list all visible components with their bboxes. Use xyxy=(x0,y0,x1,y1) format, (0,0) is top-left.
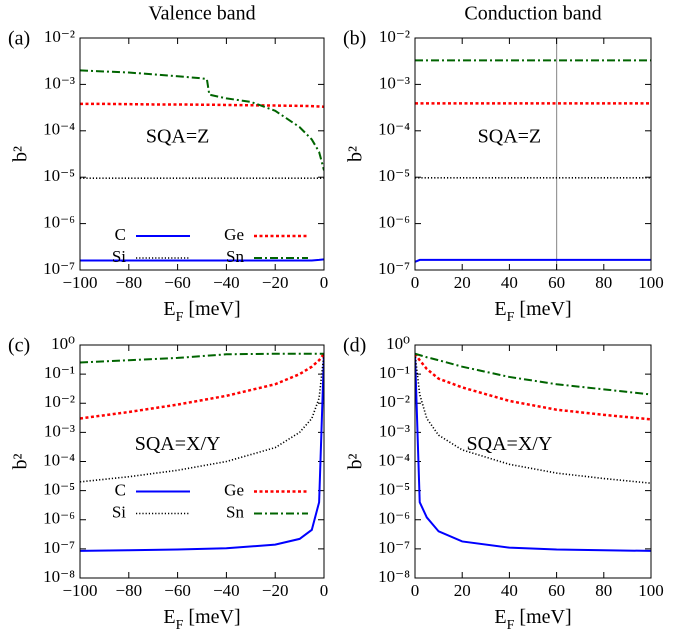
panel-label: (c) xyxy=(8,335,30,357)
y-tick-label: 10⁻⁴ xyxy=(378,120,410,139)
y-tick-label: 10⁻² xyxy=(44,392,75,411)
y-tick-label: 10⁻⁵ xyxy=(378,166,410,185)
x-axis-label: EF [meV] xyxy=(494,298,571,325)
series-line xyxy=(80,69,324,171)
x-tick-label: −40 xyxy=(213,273,240,292)
x-tick-label: −20 xyxy=(262,273,289,292)
legend-label: Sn xyxy=(226,502,244,521)
legend-label: Ge xyxy=(224,225,244,244)
x-tick-label: −80 xyxy=(116,581,143,600)
y-tick-label: 10⁻² xyxy=(379,392,410,411)
x-axis-label: EF [meV] xyxy=(163,298,240,325)
series-line xyxy=(415,353,651,484)
x-tick-label: −20 xyxy=(262,581,289,600)
x-tick-label: −40 xyxy=(213,581,240,600)
y-tick-label: 10⁻⁶ xyxy=(378,213,410,232)
series-line xyxy=(415,352,651,396)
y-tick-label: 10⁻⁸ xyxy=(378,567,410,586)
plot-frame xyxy=(79,344,325,579)
plot-frame xyxy=(414,344,652,579)
y-tick-label: 10⁻⁵ xyxy=(43,480,75,499)
plot-frame xyxy=(79,37,325,271)
x-tick-label: 20 xyxy=(454,273,471,292)
series-line xyxy=(80,353,324,552)
x-tick-label: 100 xyxy=(638,273,664,292)
x-tick-label: 100 xyxy=(638,581,664,600)
series-line xyxy=(80,353,324,420)
x-tick-label: 80 xyxy=(595,273,612,292)
panel-label: (d) xyxy=(343,335,366,357)
y-tick-label: 10⁻⁷ xyxy=(378,538,410,557)
x-tick-label: 80 xyxy=(595,581,612,600)
y-tick-label: 10⁻⁴ xyxy=(43,120,75,139)
x-tick-label: 60 xyxy=(548,581,565,600)
x-tick-label: 0 xyxy=(411,273,420,292)
y-tick-label: 10⁻⁸ xyxy=(43,567,75,586)
legend-label: C xyxy=(115,480,126,499)
y-tick-label: 10⁻⁴ xyxy=(378,450,410,469)
series-line xyxy=(415,258,651,263)
legend-label: Sn xyxy=(226,247,244,266)
series-line xyxy=(415,353,651,421)
series-line xyxy=(80,353,324,483)
y-tick-label: 10⁻² xyxy=(379,27,410,46)
y-tick-label: 10⁻⁷ xyxy=(43,259,75,278)
plot-frame xyxy=(414,37,652,271)
y-tick-label: 10⁻⁵ xyxy=(43,166,75,185)
series-line xyxy=(415,353,651,552)
annotation: SQA=X/Y xyxy=(467,433,553,455)
x-axis-label: EF [meV] xyxy=(163,606,240,633)
y-tick-label: 10⁻⁶ xyxy=(43,213,75,232)
x-tick-label: −80 xyxy=(116,273,143,292)
y-axis-label: b² xyxy=(345,454,367,470)
panel-label: (b) xyxy=(343,28,366,50)
legend-label: Ge xyxy=(224,480,244,499)
series-line xyxy=(80,258,324,262)
y-tick-label: 10⁻¹ xyxy=(379,363,410,382)
series-line xyxy=(80,352,324,364)
x-tick-label: 40 xyxy=(501,273,518,292)
x-tick-label: 0 xyxy=(411,581,420,600)
y-tick-label: 10⁻⁴ xyxy=(43,450,75,469)
y-tick-label: 10⁻⁷ xyxy=(43,538,75,557)
x-tick-label: 0 xyxy=(320,581,329,600)
y-axis-label: b² xyxy=(10,146,32,162)
y-tick-label: 10⁻⁶ xyxy=(378,509,410,528)
x-tick-label: 0 xyxy=(320,273,329,292)
y-axis-label: b² xyxy=(10,454,32,470)
y-tick-label: 10⁻⁶ xyxy=(43,509,75,528)
y-tick-label: 10⁻⁵ xyxy=(378,480,410,499)
x-axis-label: EF [meV] xyxy=(494,606,571,633)
panel-title: Valence band xyxy=(148,3,255,25)
y-tick-label: 10⁻³ xyxy=(379,73,410,92)
x-tick-label: −60 xyxy=(164,581,191,600)
y-tick-label: 10⁻³ xyxy=(44,421,75,440)
y-tick-label: 10⁻³ xyxy=(44,73,75,92)
series-line xyxy=(80,102,324,108)
annotation: SQA=Z xyxy=(146,125,210,147)
y-tick-label: 10⁰ xyxy=(386,334,410,353)
x-tick-label: −60 xyxy=(164,273,191,292)
y-tick-label: 10⁰ xyxy=(51,334,75,353)
legend-label: C xyxy=(115,225,126,244)
y-axis-label: b² xyxy=(345,146,367,162)
x-tick-label: 20 xyxy=(454,581,471,600)
panel-label: (a) xyxy=(8,28,30,50)
panel-title: Conduction band xyxy=(464,3,601,25)
x-tick-label: 40 xyxy=(501,581,518,600)
annotation: SQA=Z xyxy=(478,125,542,147)
x-tick-label: 60 xyxy=(548,273,565,292)
y-tick-label: 10⁻⁷ xyxy=(378,259,410,278)
legend-label: Si xyxy=(112,502,126,521)
x-tick-label: −100 xyxy=(62,581,97,600)
annotation: SQA=X/Y xyxy=(135,433,221,455)
y-tick-label: 10⁻³ xyxy=(379,421,410,440)
legend-label: Si xyxy=(112,247,126,266)
y-tick-label: 10⁻¹ xyxy=(44,363,75,382)
x-tick-label: −100 xyxy=(62,273,97,292)
y-tick-label: 10⁻² xyxy=(44,27,75,46)
